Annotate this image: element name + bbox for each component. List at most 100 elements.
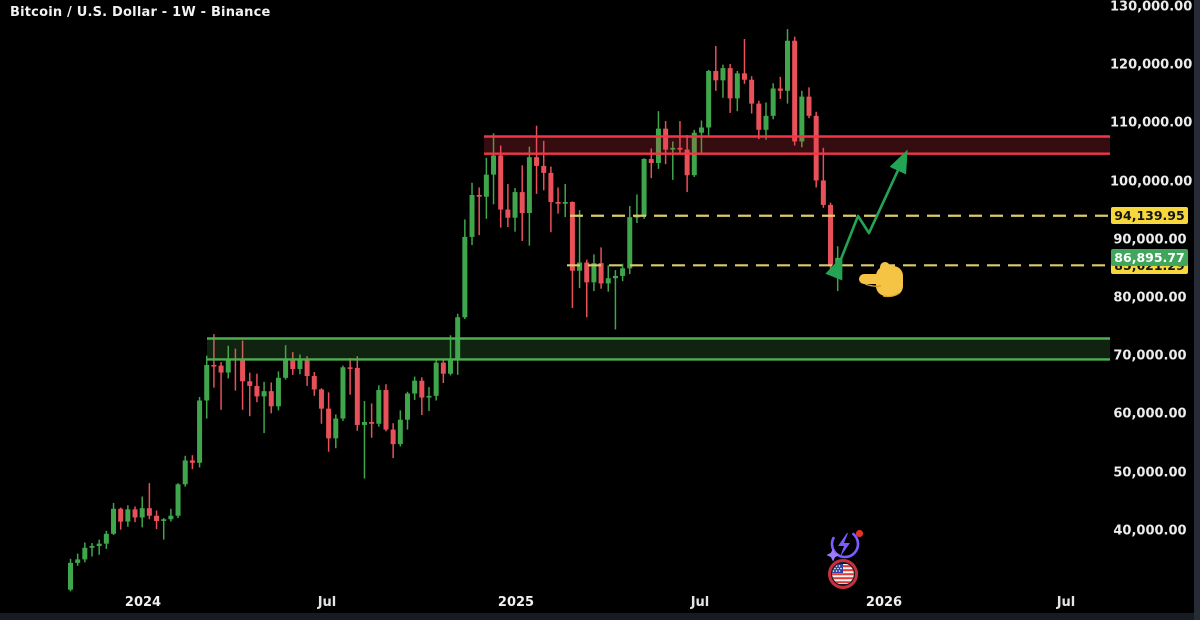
candle-body xyxy=(75,559,81,563)
candle-body xyxy=(462,236,468,318)
price-tick: 110,000.00 xyxy=(1110,115,1193,131)
time-tick-2024: 2024 xyxy=(124,595,162,610)
time-tick-jul: Jul xyxy=(1056,595,1076,610)
candle-body xyxy=(562,201,568,204)
candle-body xyxy=(584,262,590,283)
candle-body xyxy=(813,115,819,181)
candle-body xyxy=(182,460,188,485)
candle-body xyxy=(354,367,360,425)
candle-body xyxy=(655,128,661,163)
candle-body xyxy=(247,381,253,386)
candle-body xyxy=(433,362,439,396)
bottom-edge-bar xyxy=(0,613,1200,620)
price-tick: 60,000.00 xyxy=(1113,406,1187,422)
candle-body xyxy=(89,546,95,548)
candle-body xyxy=(677,147,683,150)
resistance-zone[interactable] xyxy=(484,136,1110,154)
candle-body xyxy=(204,364,210,401)
projection-arrow[interactable] xyxy=(825,149,908,281)
candle-body xyxy=(749,79,755,104)
candle-body xyxy=(347,367,353,369)
candle-body xyxy=(268,391,274,407)
candle-body xyxy=(698,127,704,133)
candle-body xyxy=(670,147,676,150)
time-tick-2025: 2025 xyxy=(497,595,535,610)
candle-body xyxy=(526,157,532,214)
candle-body xyxy=(706,71,712,128)
candle-body xyxy=(763,115,769,130)
us-flag-icon[interactable] xyxy=(828,559,858,589)
candle-body xyxy=(326,408,332,439)
candle-body xyxy=(684,149,690,176)
candle-body xyxy=(627,217,633,269)
price-tick: 100,000.00 xyxy=(1110,174,1193,190)
candle-body xyxy=(641,158,647,216)
zones-layer[interactable] xyxy=(207,135,1110,361)
price-tick: 90,000.00 xyxy=(1113,232,1187,248)
candle-body xyxy=(713,71,719,81)
candle-body xyxy=(741,73,747,80)
right-edge-strip xyxy=(1194,0,1200,620)
candle-body xyxy=(555,201,561,204)
candle-body xyxy=(383,390,389,430)
candle-body xyxy=(311,376,317,390)
candle-body xyxy=(505,209,511,218)
candle-body xyxy=(376,390,382,424)
candle-body xyxy=(318,389,324,409)
candle-body xyxy=(548,172,554,202)
candle-body xyxy=(541,165,547,173)
candle-body xyxy=(491,155,497,175)
symbol-title: Bitcoin / U.S. Dollar - 1W - Binance xyxy=(10,5,271,20)
candle-body xyxy=(340,367,346,419)
candle-body xyxy=(197,400,203,463)
candle-body xyxy=(369,422,375,424)
candle-body xyxy=(146,508,152,516)
candle-body xyxy=(792,40,798,142)
candle-body xyxy=(68,562,73,590)
candle-body xyxy=(426,395,432,398)
candle-body xyxy=(82,547,88,560)
candle-body xyxy=(275,377,281,407)
candle-body xyxy=(777,88,783,91)
candle-body xyxy=(620,268,626,276)
candle-body xyxy=(806,96,812,116)
candle-body xyxy=(512,192,518,218)
candle-body xyxy=(498,155,504,210)
ai-sparkle-icon[interactable] xyxy=(826,526,864,563)
price-tick: 70,000.00 xyxy=(1113,348,1187,364)
candle-body xyxy=(211,364,217,367)
price-tick: 120,000.00 xyxy=(1110,57,1193,73)
candle-body xyxy=(132,509,138,518)
candle-body xyxy=(290,360,296,370)
pointing-left-hand-emoji[interactable] xyxy=(859,262,903,298)
candle-body xyxy=(261,391,267,397)
candle-body xyxy=(605,278,611,284)
time-tick-jul: Jul xyxy=(690,595,710,610)
candle-body xyxy=(734,73,740,99)
candle-body xyxy=(96,543,102,547)
candle-body xyxy=(118,508,124,522)
candle-body xyxy=(161,519,167,521)
candle-body xyxy=(175,484,181,516)
dashed-levels-layer[interactable] xyxy=(567,214,1110,267)
candle-body xyxy=(598,263,604,284)
candle-body xyxy=(448,359,454,374)
price-tick: 80,000.00 xyxy=(1113,290,1187,306)
support-zone[interactable] xyxy=(207,338,1110,360)
candle-body xyxy=(189,460,195,463)
candle-body xyxy=(820,180,826,205)
candle-body xyxy=(419,380,425,398)
candle-body xyxy=(483,174,489,197)
candle-body xyxy=(469,195,475,237)
candle-body xyxy=(799,96,805,142)
time-tick-jul: Jul xyxy=(317,595,337,610)
candle-body xyxy=(125,509,131,522)
candle-body xyxy=(139,508,145,518)
candle-body xyxy=(218,365,224,373)
price-label-resistance-level: 94,139.95 xyxy=(1111,207,1188,225)
candle-body xyxy=(225,358,231,373)
candles-layer xyxy=(68,29,841,592)
candle-body xyxy=(591,263,597,283)
